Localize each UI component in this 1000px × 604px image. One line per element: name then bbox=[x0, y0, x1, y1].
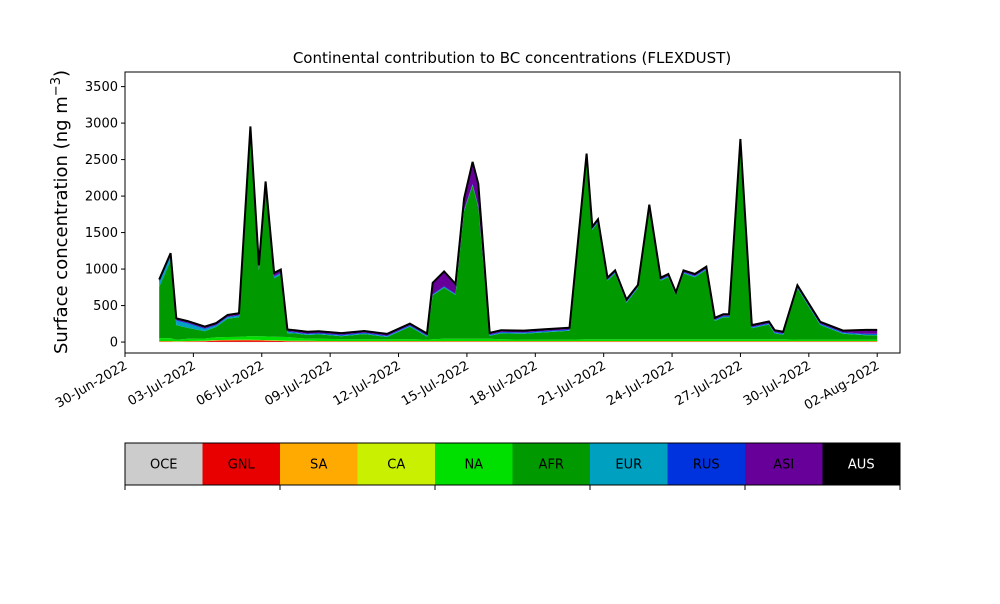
x-tick-label: 30-Jun-2022 bbox=[53, 358, 130, 411]
x-tick-label: 12-Jul-2022 bbox=[331, 358, 404, 409]
x-axis: 30-Jun-202203-Jul-202206-Jul-202209-Jul-… bbox=[53, 353, 882, 414]
colorbar-label-asi: ASI bbox=[773, 458, 794, 473]
y-tick-label: 1500 bbox=[85, 226, 118, 241]
y-tick-label: 2500 bbox=[85, 153, 118, 168]
x-tick-label: 03-Jul-2022 bbox=[126, 358, 199, 409]
y-axis-label-close: ) bbox=[51, 70, 72, 77]
colorbar-label-eur: EUR bbox=[615, 458, 642, 473]
chart-title: Continental contribution to BC concentra… bbox=[293, 49, 731, 67]
colorbar-label-gnl: GNL bbox=[228, 458, 256, 473]
plot-area bbox=[159, 126, 877, 342]
y-axis-label-text: Surface concentration (ng m bbox=[51, 96, 72, 354]
colorbar-label-na: NA bbox=[464, 458, 483, 473]
y-axis-label: Surface concentration (ng m−3) bbox=[49, 70, 72, 354]
area-series-afr bbox=[159, 132, 877, 340]
x-tick-label: 27-Jul-2022 bbox=[673, 358, 746, 409]
y-tick-label: 500 bbox=[93, 299, 118, 314]
colorbar-label-afr: AFR bbox=[539, 458, 564, 473]
y-tick-label: 2000 bbox=[85, 190, 118, 205]
x-tick-label: 09-Jul-2022 bbox=[262, 358, 335, 409]
colorbar-label-oce: OCE bbox=[150, 458, 178, 473]
x-tick-label: 21-Jul-2022 bbox=[536, 358, 609, 409]
colorbar-label-ca: CA bbox=[387, 458, 405, 473]
y-axis-label-superscript: −3 bbox=[49, 77, 64, 96]
y-tick-label: 1000 bbox=[85, 263, 118, 278]
x-tick-label: 06-Jul-2022 bbox=[194, 358, 267, 409]
colorbar-label-rus: RUS bbox=[693, 458, 720, 473]
colorbar-label-aus: AUS bbox=[848, 458, 875, 473]
y-axis: 0 500 1000 1500 2000 2500 3000 3500 bbox=[85, 80, 125, 350]
x-tick-label: 02-Aug-2022 bbox=[802, 358, 882, 413]
y-tick-label: 3500 bbox=[85, 80, 118, 95]
colorbar-label-sa: SA bbox=[310, 458, 327, 473]
x-tick-label: 24-Jul-2022 bbox=[604, 358, 677, 409]
x-tick-label: 15-Jul-2022 bbox=[399, 358, 472, 409]
y-tick-label: 3000 bbox=[85, 117, 118, 132]
colorbar: OCE GNL SA CA NA AFR EUR RUS ASI AUS bbox=[125, 443, 900, 490]
y-tick-label: 0 bbox=[110, 336, 118, 351]
x-tick-label: 18-Jul-2022 bbox=[467, 358, 540, 409]
